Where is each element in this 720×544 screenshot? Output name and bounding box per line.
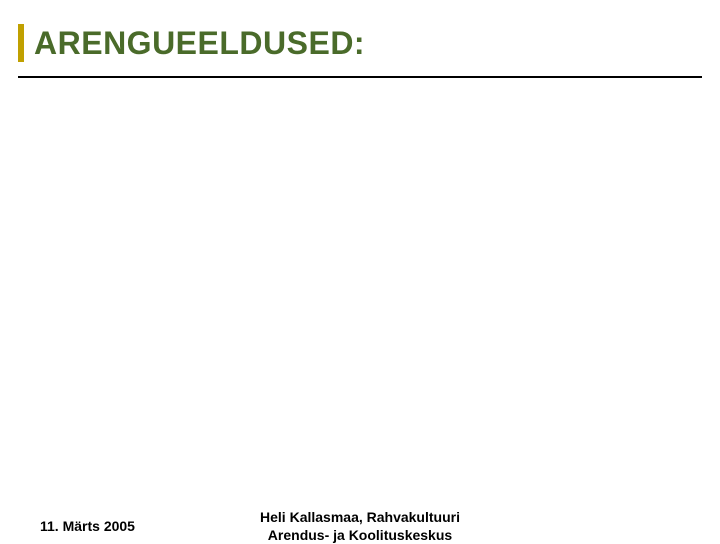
title-region: ARENGUEELDUSED: [18, 10, 702, 78]
slide-container: ARENGUEELDUSED: 11. Märts 2005 Heli Kall… [0, 0, 720, 540]
footer-date: 11. Märts 2005 [40, 518, 135, 534]
footer-author-line1: Heli Kallasmaa, Rahvakultuuri [260, 509, 460, 525]
slide-title: ARENGUEELDUSED: [18, 25, 365, 62]
footer-author-line2: Arendus- ja Koolituskeskus [268, 527, 452, 543]
footer-author: Heli Kallasmaa, Rahvakultuuri Arendus- j… [260, 508, 460, 544]
title-accent-bar [18, 24, 24, 62]
